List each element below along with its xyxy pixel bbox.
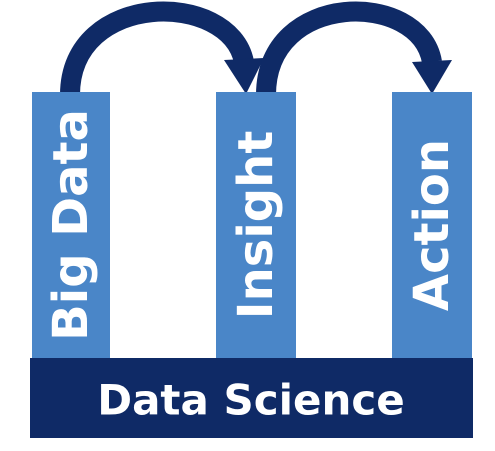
pillar-label-action: Action [404, 139, 460, 311]
base-label: Data Science [97, 376, 405, 425]
pillar-label-insight: Insight [228, 131, 284, 320]
arrow-head-icon [224, 58, 264, 94]
arrow-insight-to-action [256, 1, 452, 96]
curved-arrow-icon [60, 1, 254, 96]
pillar-action: Action [392, 92, 472, 358]
base-data-science: Data Science [30, 358, 473, 438]
pillar-big-data: Big Data [32, 92, 110, 358]
arrow-head-icon [412, 60, 452, 94]
pillar-label-big-data: Big Data [43, 109, 99, 341]
curved-arrow-icon [256, 1, 442, 96]
arrow-big-data-to-insight [60, 1, 264, 96]
pillar-insight: Insight [216, 92, 296, 358]
